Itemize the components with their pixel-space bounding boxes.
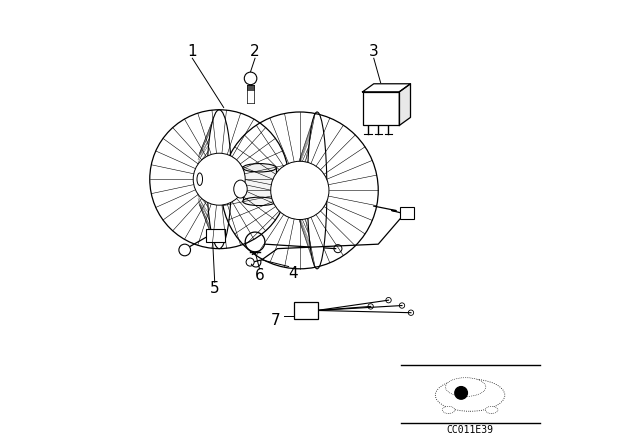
Ellipse shape: [307, 112, 327, 269]
FancyBboxPatch shape: [294, 302, 318, 319]
Ellipse shape: [445, 378, 486, 396]
Ellipse shape: [207, 110, 231, 249]
Bar: [243, 168, 276, 202]
Bar: [362, 92, 399, 125]
Circle shape: [179, 244, 191, 256]
Text: 7: 7: [270, 313, 280, 328]
Circle shape: [386, 297, 391, 303]
Ellipse shape: [234, 180, 247, 198]
Ellipse shape: [243, 164, 276, 172]
Circle shape: [368, 304, 373, 309]
Circle shape: [455, 387, 467, 399]
Ellipse shape: [243, 197, 276, 206]
FancyBboxPatch shape: [400, 207, 414, 219]
Circle shape: [246, 258, 254, 266]
Text: 6: 6: [255, 268, 264, 283]
Circle shape: [245, 232, 265, 252]
Text: 1: 1: [188, 44, 197, 59]
Ellipse shape: [442, 406, 455, 414]
FancyBboxPatch shape: [206, 229, 225, 242]
Circle shape: [271, 161, 329, 220]
Polygon shape: [399, 84, 410, 125]
Circle shape: [408, 310, 413, 315]
Text: 2: 2: [250, 44, 260, 59]
Circle shape: [244, 72, 257, 85]
Text: CC011E39: CC011E39: [447, 425, 493, 435]
Circle shape: [193, 153, 245, 205]
Circle shape: [334, 245, 342, 253]
Ellipse shape: [485, 406, 498, 414]
Polygon shape: [362, 84, 410, 92]
Text: 4: 4: [288, 266, 298, 281]
Ellipse shape: [435, 379, 505, 411]
Text: 5: 5: [210, 281, 220, 297]
Circle shape: [399, 303, 404, 308]
Text: 3: 3: [369, 44, 379, 59]
Ellipse shape: [197, 173, 202, 185]
